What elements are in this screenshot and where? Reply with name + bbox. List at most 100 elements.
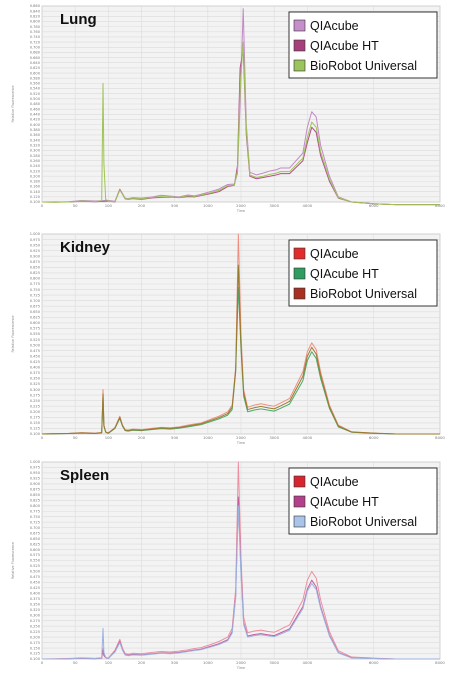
y-tick-label: 0.900 xyxy=(30,254,41,258)
x-axis-label: Time xyxy=(236,441,245,445)
legend-box xyxy=(288,11,438,79)
y-tick-label: 0.100 xyxy=(30,200,41,204)
y-axis-label: Relative Fluorescence xyxy=(11,85,15,122)
y-tick-label: 0.860 xyxy=(30,4,41,8)
y-tick-label: 0.825 xyxy=(30,499,40,503)
x-tick-label: 100 xyxy=(105,203,113,208)
y-tick-label: 0.460 xyxy=(30,107,41,111)
legend-label: BioRobot Universal xyxy=(310,287,417,301)
y-tick-label: 0.150 xyxy=(30,646,41,650)
legend: QIAcube QIAcube HT BioRobot Universal xyxy=(288,11,438,79)
y-tick-label: 0.560 xyxy=(30,82,41,86)
y-tick-label: 0.125 xyxy=(30,652,40,656)
x-tick-label: 200 xyxy=(138,203,146,208)
y-tick-label: 0.825 xyxy=(30,271,40,275)
y-tick-label: 0.750 xyxy=(30,515,41,519)
y-tick-label: 0.675 xyxy=(30,531,40,535)
y-tick-label: 0.220 xyxy=(30,169,41,173)
y-tick-label: 0.400 xyxy=(30,592,41,596)
legend-box xyxy=(288,467,438,535)
legend-swatch xyxy=(293,267,306,280)
y-tick-label: 0.620 xyxy=(30,66,41,70)
y-tick-label: 0.700 xyxy=(30,45,41,49)
series-line-biorobot-universal xyxy=(41,264,440,435)
y-tick-label: 0.350 xyxy=(30,602,41,606)
legend-label: BioRobot Universal xyxy=(310,515,417,529)
x-tick-label: 8000 xyxy=(435,660,445,665)
y-tick-label: 0.925 xyxy=(30,477,40,481)
y-tick-label: 0.775 xyxy=(30,509,40,513)
y-tick-label: 0.480 xyxy=(30,102,41,106)
y-tick-label: 0.700 xyxy=(30,299,41,303)
y-tick-label: 0.950 xyxy=(30,243,41,247)
x-tick-label: 0 xyxy=(41,660,44,665)
chart-svg: 0.1000.1250.1500.1750.2000.2250.2500.275… xyxy=(11,460,445,670)
y-tick-label: 0.900 xyxy=(30,482,41,486)
y-tick-label: 0.180 xyxy=(30,180,41,184)
y-tick-label: 0.200 xyxy=(30,635,41,639)
y-tick-label: 0.525 xyxy=(30,338,40,342)
y-tick-label: 0.540 xyxy=(30,87,41,91)
y-tick-label: 0.475 xyxy=(30,575,40,579)
y-tick-label: 0.650 xyxy=(30,310,41,314)
y-tick-label: 0.475 xyxy=(30,349,40,353)
y-tick-label: 0.325 xyxy=(30,382,40,386)
x-tick-label: 200 xyxy=(138,660,146,665)
y-tick-label: 0.840 xyxy=(30,9,41,13)
y-tick-label: 0.575 xyxy=(30,327,40,331)
x-tick-label: 0 xyxy=(41,435,44,440)
chart-title: Lung xyxy=(60,11,97,28)
legend-swatch xyxy=(293,515,306,528)
y-tick-label: 0.600 xyxy=(30,548,41,552)
y-tick-label: 0.175 xyxy=(30,416,40,420)
y-tick-label: 0.500 xyxy=(30,343,41,347)
legend-label: QIAcube HT xyxy=(310,495,379,509)
y-tick-label: 0.320 xyxy=(30,143,41,147)
x-tick-label: 4000 xyxy=(302,435,312,440)
y-tick-label: 1.000 xyxy=(30,460,41,464)
y-tick-label: 0.300 xyxy=(30,149,41,153)
x-tick-label: 0 xyxy=(41,203,44,208)
y-tick-label: 0.600 xyxy=(30,71,41,75)
y-tick-label: 0.725 xyxy=(30,293,40,297)
legend-swatch xyxy=(293,475,306,488)
y-tick-label: 0.875 xyxy=(30,488,40,492)
y-tick-label: 0.450 xyxy=(30,354,41,358)
legend-swatch xyxy=(293,59,306,72)
y-tick-label: 0.680 xyxy=(30,51,41,55)
legend-label: QIAcube xyxy=(310,19,359,33)
y-tick-label: 0.850 xyxy=(30,266,41,270)
y-tick-label: 0.775 xyxy=(30,282,40,286)
gridlines xyxy=(41,5,441,203)
y-tick-label: 0.340 xyxy=(30,138,41,142)
x-tick-label: 6000 xyxy=(369,435,379,440)
y-tick-label: 0.425 xyxy=(30,586,40,590)
y-tick-label: 0.700 xyxy=(30,526,41,530)
y-tick-label: 0.175 xyxy=(30,641,40,645)
y-tick-label: 0.240 xyxy=(30,164,41,168)
chart-svg: 0.1000.1250.1500.1750.2000.2250.2500.275… xyxy=(11,232,445,445)
chart-title: Kidney xyxy=(60,239,111,256)
x-axis-label: Time xyxy=(236,209,245,213)
y-tick-label: 0.800 xyxy=(30,277,41,281)
x-tick-label: 500 xyxy=(171,435,179,440)
y-tick-label: 0.160 xyxy=(30,185,41,189)
y-tick-label: 0.250 xyxy=(30,399,41,403)
y-tick-label: 0.975 xyxy=(30,466,40,470)
y-tick-label: 0.380 xyxy=(30,128,41,132)
y-tick-label: 0.925 xyxy=(30,249,40,253)
legend-label: QIAcube xyxy=(310,475,359,489)
legend: QIAcube QIAcube HT BioRobot Universal xyxy=(288,239,438,307)
legend-label: QIAcube xyxy=(310,247,359,261)
y-tick-label: 0.625 xyxy=(30,542,40,546)
y-tick-label: 0.580 xyxy=(30,76,41,80)
x-tick-label: 50 xyxy=(73,435,78,440)
x-tick-label: 2000 xyxy=(236,660,246,665)
y-tick-label: 0.325 xyxy=(30,608,40,612)
y-tick-label: 0.820 xyxy=(30,15,41,19)
legend-box xyxy=(288,239,438,307)
x-tick-label: 4000 xyxy=(302,660,312,665)
y-tick-label: 0.400 xyxy=(30,366,41,370)
y-tick-label: 0.550 xyxy=(30,559,41,563)
